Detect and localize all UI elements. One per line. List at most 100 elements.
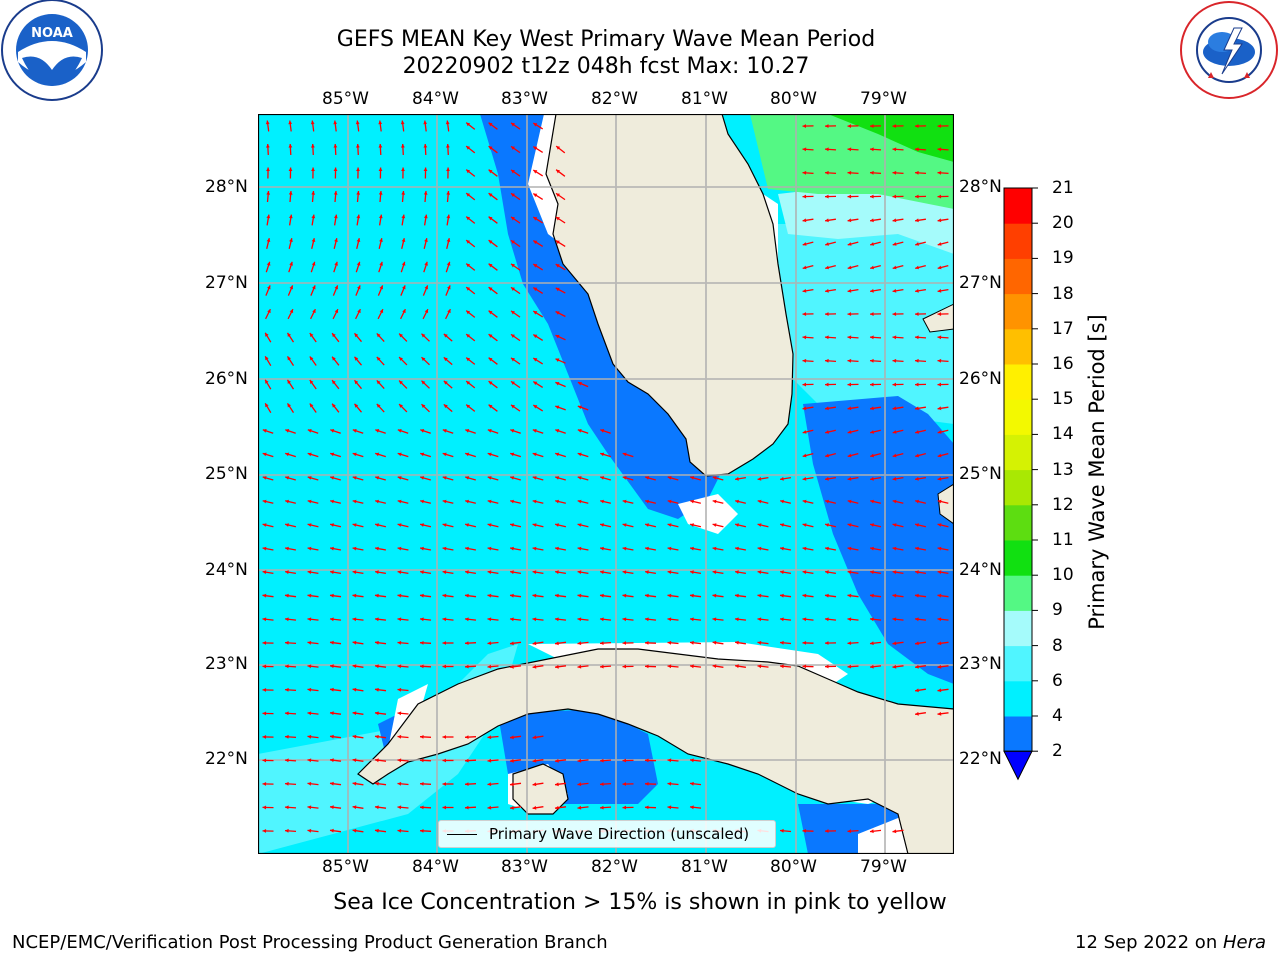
wave-arrow [937,406,949,411]
wave-arrow [847,288,859,293]
wave-arrow [442,570,454,575]
wave-arrow [622,782,634,786]
wave-arrow [847,124,859,128]
wave-arrow [825,452,836,458]
wave-arrow [487,641,499,646]
wave-arrow [644,546,657,551]
wave-arrow [376,379,385,390]
wave-arrow [667,499,679,504]
wave-arrow [464,735,477,739]
wave-arrow [285,429,296,434]
wave-arrow [445,285,451,296]
wave-arrow [622,452,634,458]
wave-arrow [892,546,904,551]
wave-arrow [397,711,409,716]
wave-arrow [915,641,926,646]
wave-arrow [757,640,769,645]
wave-arrow [644,523,657,528]
wave-arrow [284,734,297,739]
wave-arrow [869,476,882,481]
wave-arrow [869,312,882,316]
wave-arrow [309,379,317,390]
wave-arrow [464,617,477,622]
wave-arrow [914,382,927,387]
wave-arrow [465,216,476,224]
wave-arrow [510,452,521,458]
wave-arrow [577,452,589,458]
wave-arrow [355,308,361,320]
wave-arrow [870,264,881,270]
wave-arrow [266,214,271,226]
wave-arrow [689,805,702,810]
wave-arrow [914,570,927,575]
wave-arrow [378,167,383,179]
wave-arrow [622,617,634,622]
wave-arrow [532,381,544,388]
wave-arrow [780,499,791,504]
wave-arrow [869,147,882,152]
wave-arrow [397,593,409,598]
wave-arrow [307,687,319,692]
wave-arrow [398,356,408,366]
lat-label-left: 24°N [205,560,248,580]
wave-arrow [734,570,747,575]
wave-arrow [288,120,293,132]
wave-arrow [352,734,364,739]
colorbar-tick-label: 11 [1052,530,1074,550]
wave-arrow [599,523,612,528]
wave-arrow [937,264,949,270]
colorbar-tick-label: 13 [1052,459,1074,480]
wave-arrow [352,429,364,434]
wave-arrow [262,829,274,833]
wave-arrow [532,617,544,622]
wave-arrow [510,310,521,318]
wave-arrow [847,241,859,246]
wave-arrow [734,476,747,481]
wave-arrow [446,238,451,249]
wave-arrow [510,239,521,248]
wave-arrow [532,664,544,669]
wave-arrow [847,406,859,411]
wave-arrow [532,476,544,481]
wave-arrow [352,546,364,551]
wave-arrow [892,664,904,669]
wave-arrow [284,546,297,551]
wave-arrow [554,523,567,528]
colorbar-tick-label: 12 [1052,494,1074,515]
colorbar-bin [1004,364,1032,400]
wave-arrow [510,499,521,504]
colorbar-tick-label: 10 [1052,565,1074,586]
wave-arrow [398,380,408,389]
wave-arrow [397,617,409,622]
wave-arrow [555,334,566,341]
wave-arrow [554,617,567,622]
wave-arrow [333,238,338,249]
wave-arrow [937,335,949,340]
wave-arrow [352,593,364,598]
wave-arrow [488,357,498,365]
wave-arrow [644,664,657,669]
wave-arrow [644,805,657,810]
colorbar-tick-label: 4 [1052,706,1063,726]
wave-arrow [356,167,360,179]
wave-arrow [354,356,362,366]
wave-arrow [577,782,589,787]
wave-arrow [310,120,315,132]
wave-arrow [532,782,544,787]
wave-arrow [937,194,949,199]
wave-arrow [422,308,429,320]
wave-arrow [824,147,837,152]
lon-label-bottom: 83°W [501,857,548,877]
wave-arrow [667,593,679,598]
wave-arrow [532,499,544,504]
wave-arrow [397,523,409,528]
wave-arrow [443,380,453,389]
lat-label-right: 27°N [959,273,1002,293]
wave-arrow [802,617,814,622]
wave-arrow [869,194,882,199]
wave-arrow [307,711,319,716]
wave-arrow [937,476,949,481]
wave-arrow [577,429,589,434]
noaa-logo: NOAA [1,0,103,101]
wave-arrow [332,308,339,320]
